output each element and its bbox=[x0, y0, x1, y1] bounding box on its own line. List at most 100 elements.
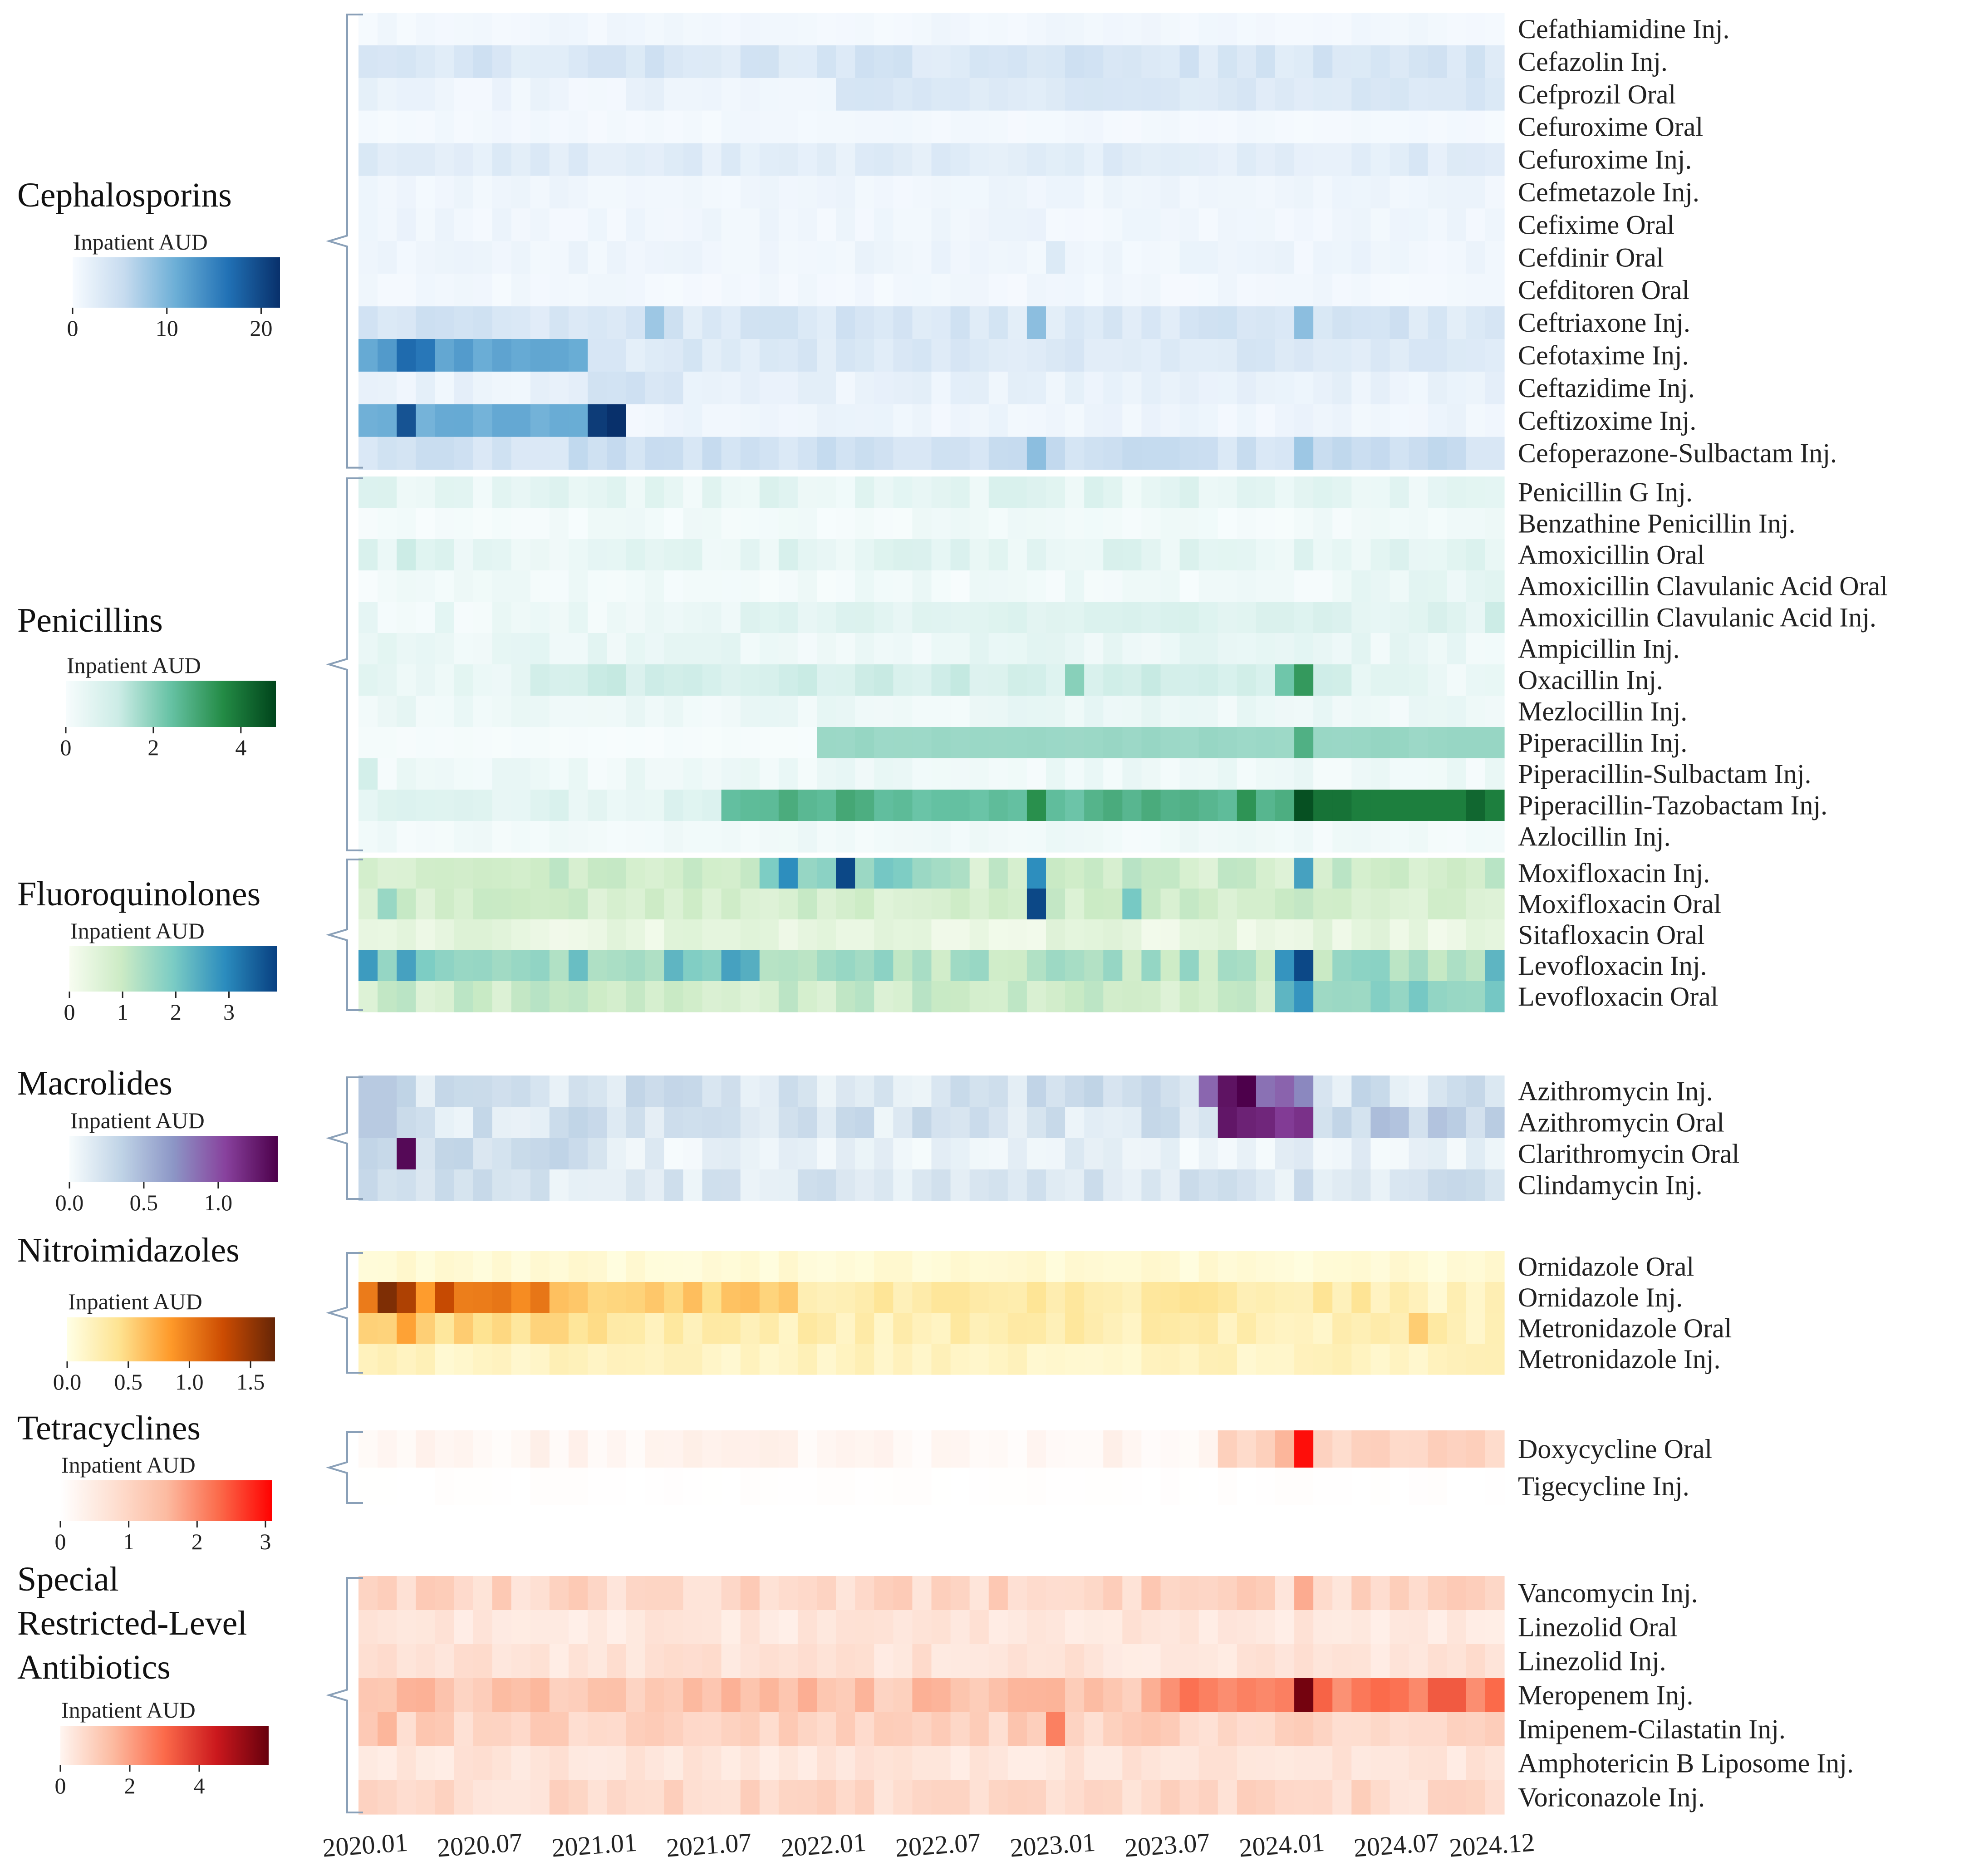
heatmap-cell bbox=[1332, 790, 1352, 821]
heatmap-cell bbox=[1141, 758, 1161, 790]
heatmap-cell bbox=[416, 306, 435, 339]
heatmap-cell bbox=[1294, 208, 1314, 241]
heatmap-cell bbox=[931, 889, 951, 920]
heatmap-cell bbox=[778, 45, 798, 79]
heatmap-cell bbox=[1370, 1468, 1390, 1505]
heatmap-cell bbox=[626, 1678, 645, 1713]
heatmap-cell bbox=[912, 1430, 932, 1468]
heatmap-cell bbox=[988, 437, 1008, 470]
heatmap-cell bbox=[530, 110, 550, 144]
heatmap-cell bbox=[817, 1313, 836, 1344]
heatmap-cell bbox=[1447, 790, 1467, 821]
heatmap-cell bbox=[511, 696, 531, 727]
heatmap-cell bbox=[1256, 1251, 1276, 1282]
heatmap-cell bbox=[817, 1344, 836, 1375]
heatmap-cell bbox=[1046, 1468, 1065, 1505]
heatmap-cell bbox=[416, 1576, 435, 1611]
heatmap-cell bbox=[416, 339, 435, 372]
heatmap-cell bbox=[1160, 13, 1180, 46]
heatmap-cell bbox=[1122, 1169, 1142, 1201]
heatmap-cell bbox=[549, 1251, 569, 1282]
heatmap-cell bbox=[1351, 790, 1371, 821]
heatmap-cell bbox=[1294, 1712, 1314, 1747]
heatmap-cell bbox=[492, 1313, 512, 1344]
heatmap-cell bbox=[416, 208, 435, 241]
heatmap-cell bbox=[588, 539, 607, 571]
heatmap-cell bbox=[664, 727, 684, 759]
heatmap-cell bbox=[568, 889, 588, 920]
heatmap-row bbox=[358, 1313, 1505, 1344]
colorbar-tick-label: 1.5 bbox=[236, 1369, 265, 1395]
heatmap-cell bbox=[1485, 274, 1505, 307]
heatmap-cell bbox=[778, 1468, 798, 1505]
heatmap-cell bbox=[1332, 1610, 1352, 1645]
heatmap-cell bbox=[378, 1746, 397, 1781]
heatmap-cell bbox=[988, 696, 1008, 727]
heatmap-cell bbox=[397, 476, 416, 508]
heatmap-cell bbox=[588, 570, 607, 602]
heatmap-cell bbox=[1103, 437, 1123, 470]
heatmap-cell bbox=[1122, 1138, 1142, 1170]
heatmap-cell bbox=[435, 858, 455, 889]
heatmap-cell bbox=[1351, 1107, 1371, 1139]
heatmap-cell bbox=[492, 143, 512, 177]
colorbar-tick-label: 2 bbox=[124, 1773, 136, 1798]
heatmap-cell bbox=[530, 143, 550, 177]
heatmap-cell bbox=[702, 602, 722, 634]
heatmap-cell bbox=[1275, 727, 1295, 759]
heatmap-cell bbox=[912, 919, 932, 951]
heatmap-cell bbox=[1198, 950, 1218, 982]
heatmap-cell bbox=[358, 1780, 378, 1815]
heatmap-cell bbox=[1313, 1712, 1333, 1747]
heatmap-cell bbox=[1485, 981, 1505, 1012]
heatmap-cell bbox=[1409, 981, 1429, 1012]
heatmap-cell bbox=[855, 790, 874, 821]
heatmap-cell bbox=[855, 404, 874, 437]
heatmap-cell bbox=[855, 176, 874, 209]
heatmap-cell bbox=[626, 371, 645, 405]
heatmap-cell bbox=[358, 1138, 378, 1170]
heatmap-cell bbox=[1046, 821, 1065, 853]
heatmap-cell bbox=[1046, 1576, 1065, 1611]
heatmap-cell bbox=[626, 208, 645, 241]
heatmap-cell bbox=[702, 1678, 722, 1713]
colorbar-tick-label: 10 bbox=[156, 315, 178, 341]
heatmap-cell bbox=[1256, 1644, 1276, 1679]
heatmap-cell bbox=[759, 339, 779, 372]
heatmap-cell bbox=[836, 1251, 855, 1282]
heatmap-cell bbox=[549, 176, 569, 209]
heatmap-cell bbox=[1351, 570, 1371, 602]
heatmap-cell bbox=[1026, 1282, 1046, 1313]
heatmap-cell bbox=[740, 1107, 760, 1139]
heatmap-cell bbox=[1275, 1746, 1295, 1781]
heatmap-cell bbox=[836, 539, 855, 571]
heatmap-cell bbox=[1351, 821, 1371, 853]
heatmap-cell bbox=[1370, 570, 1390, 602]
heatmap-cell bbox=[1141, 1712, 1161, 1747]
heatmap-cell bbox=[931, 13, 951, 46]
heatmap-cell bbox=[912, 889, 932, 920]
heatmap-cell bbox=[397, 1678, 416, 1713]
heatmap-cell bbox=[988, 821, 1008, 853]
drug-label: Cefmetazole Inj. bbox=[1518, 177, 1699, 207]
heatmap-cell bbox=[1218, 13, 1237, 46]
heatmap-cell bbox=[378, 633, 397, 665]
heatmap-cell bbox=[740, 1251, 760, 1282]
heatmap-cell bbox=[950, 339, 970, 372]
heatmap-cell bbox=[1237, 1169, 1257, 1201]
heatmap-cell bbox=[530, 45, 550, 79]
heatmap-cell bbox=[817, 45, 836, 79]
heatmap-cell bbox=[1428, 602, 1448, 634]
heatmap-cell bbox=[836, 1344, 855, 1375]
heatmap-cell bbox=[530, 1468, 550, 1505]
heatmap-cell bbox=[1084, 208, 1104, 241]
heatmap-cell bbox=[416, 404, 435, 437]
heatmap-cell bbox=[664, 1107, 684, 1139]
heatmap-cell bbox=[1409, 1169, 1429, 1201]
heatmap-cell bbox=[435, 1251, 455, 1282]
heatmap-cell bbox=[358, 1678, 378, 1713]
heatmap-cell bbox=[950, 306, 970, 339]
heatmap-cell bbox=[950, 13, 970, 46]
heatmap-cell bbox=[1237, 981, 1257, 1012]
heatmap-cell bbox=[511, 13, 531, 46]
